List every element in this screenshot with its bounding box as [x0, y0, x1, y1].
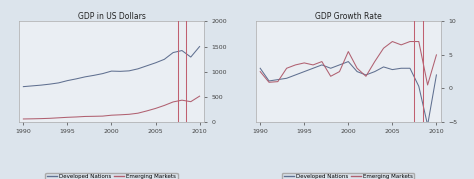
Legend: Developed Nations, Emerging Markets: Developed Nations, Emerging Markets	[282, 173, 414, 179]
Title: GDP Growth Rate: GDP Growth Rate	[315, 12, 382, 21]
Title: GDP in US Dollars: GDP in US Dollars	[78, 12, 146, 21]
Legend: Developed Nations, Emerging Markets: Developed Nations, Emerging Markets	[46, 173, 178, 179]
